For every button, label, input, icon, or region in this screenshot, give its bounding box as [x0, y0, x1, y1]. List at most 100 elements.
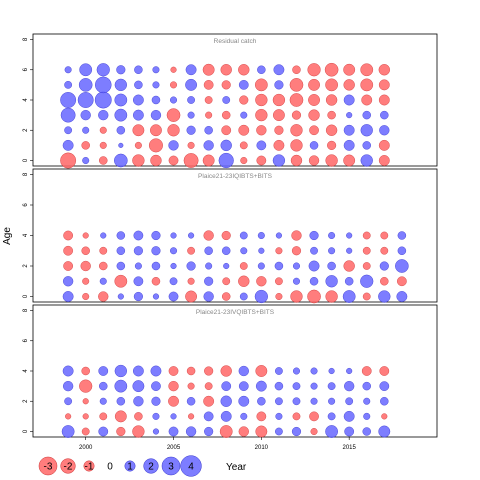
bubble: [240, 111, 248, 119]
bubble: [290, 139, 303, 152]
legend-label: 0: [107, 462, 113, 473]
bubble: [327, 110, 336, 120]
bubble: [257, 65, 266, 74]
legend-label: 1: [127, 462, 133, 473]
bubble: [238, 426, 249, 437]
bubble: [360, 63, 374, 77]
bubble: [378, 79, 390, 91]
bubble: [187, 111, 195, 119]
bubble: [307, 63, 321, 77]
bubble: [134, 80, 143, 90]
bubble: [292, 382, 301, 391]
bubble: [258, 247, 265, 254]
bubble: [362, 231, 371, 240]
y-tick-label: 4: [23, 369, 29, 373]
bubble: [203, 395, 215, 407]
bubble: [275, 277, 283, 286]
bubble: [64, 66, 72, 74]
bubble: [79, 379, 93, 393]
bubble: [100, 232, 107, 239]
bubble: [150, 124, 162, 137]
bubble: [132, 365, 144, 377]
y-tick-label: 0: [23, 158, 29, 162]
bubble: [378, 64, 390, 76]
bubble: [256, 276, 267, 287]
bubble: [169, 277, 178, 286]
bubble: [168, 155, 179, 166]
bubble: [203, 80, 214, 90]
panel-title: Residual catch: [214, 38, 257, 45]
bubble: [134, 65, 143, 74]
bubble: [346, 247, 353, 254]
bubble: [255, 380, 267, 392]
bubble: [292, 65, 301, 74]
bubble: [170, 96, 178, 104]
bubble: [134, 262, 142, 270]
bubble: [204, 246, 213, 255]
bubble: [378, 139, 390, 151]
bubble: [187, 141, 195, 149]
bubble: [60, 152, 77, 169]
bubble: [220, 139, 232, 152]
bubble: [343, 63, 356, 76]
y-tick-label: 2: [23, 264, 29, 268]
bubble: [80, 260, 91, 272]
bubble: [168, 380, 179, 392]
bubble: [325, 124, 338, 136]
bubble: [186, 125, 196, 135]
bubble: [221, 246, 231, 255]
bubble: [381, 413, 388, 420]
bubble: [327, 412, 336, 421]
panel-title: Plaice21-23IQIBTS+BITS: [198, 173, 273, 180]
bubble: [116, 246, 126, 255]
x-tick-label: 2010: [255, 445, 269, 451]
bubble: [151, 230, 161, 241]
bubble: [310, 397, 318, 405]
bubble: [204, 382, 213, 391]
bubble: [152, 81, 160, 89]
bubble: [343, 79, 355, 91]
bubble: [220, 410, 232, 422]
bubble: [94, 91, 112, 109]
bubble: [204, 126, 213, 135]
bubble: [239, 292, 248, 301]
bubble: [240, 247, 248, 255]
bubble: [78, 78, 93, 92]
bubble: [99, 261, 108, 271]
bubble: [362, 262, 371, 270]
bubble: [116, 231, 126, 240]
bubble: [362, 141, 371, 150]
bubble: [99, 381, 108, 391]
bubble: [168, 140, 179, 151]
bubble: [151, 246, 161, 256]
bubble: [114, 410, 127, 423]
y-tick-label: 8: [23, 37, 29, 41]
bubble: [292, 277, 300, 285]
bubble: [132, 94, 144, 106]
bubble: [132, 124, 145, 137]
bubble: [203, 230, 214, 241]
bubble: [397, 246, 407, 255]
bubble: [221, 292, 231, 301]
legend-bubble: [38, 456, 58, 476]
panel-title: Plaice21-23IVQIBTS+BITS: [196, 309, 275, 316]
bubble: [82, 232, 89, 239]
bubble: [133, 246, 143, 256]
bubble: [274, 80, 284, 90]
bubble: [238, 395, 250, 407]
bubble: [325, 290, 338, 303]
bubble: [116, 397, 126, 406]
bubble: [96, 63, 110, 77]
bubble: [220, 365, 232, 377]
bubble: [239, 262, 248, 270]
y-tick-label: 4: [23, 233, 29, 237]
bubble: [79, 63, 93, 77]
bubble: [62, 380, 74, 392]
bubble: [256, 140, 267, 151]
bubble: [168, 395, 179, 407]
bubble: [187, 382, 195, 390]
bubble: [80, 109, 91, 121]
bubble: [363, 397, 371, 405]
bubble: [396, 291, 408, 302]
bubble: [275, 247, 283, 255]
